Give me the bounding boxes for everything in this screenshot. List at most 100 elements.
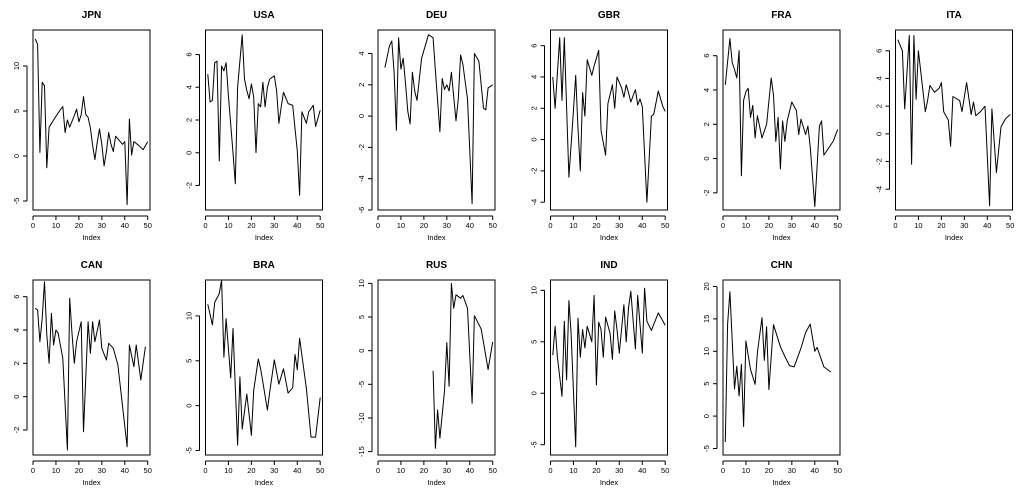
x-tick-label: 0: [203, 221, 207, 230]
y-tick-label: 5: [530, 340, 539, 344]
y-tick-label: 2: [702, 122, 711, 126]
series-line-can: [35, 281, 146, 451]
x-tick-label: 30: [443, 466, 451, 475]
chart-panel-ita: ITA 0 10 20 30 40 50 Index -4 -2 0 2 4 6: [875, 10, 1015, 242]
x-tick-label: 10: [742, 221, 750, 230]
y-tick-label: -5: [185, 447, 194, 454]
chart-panel-bra: BRA 0 10 20 30 40 50 Index -5 0 5 10: [185, 260, 325, 487]
x-tick-label: 10: [224, 466, 232, 475]
y-tick-label: 0: [12, 395, 21, 399]
x-axis-label: Index: [772, 478, 791, 487]
y-tick-label: 2: [12, 361, 21, 365]
y-tick-label: 10: [530, 286, 539, 294]
x-tick-label: 40: [121, 466, 129, 475]
y-tick-label: 2: [185, 118, 194, 122]
chart-title: RUS: [426, 260, 447, 271]
y-tick-label: -2: [357, 144, 366, 151]
chart-panel-gbr: GBR 0 10 20 30 40 50 Index -4 -2 0 2 4 6: [530, 10, 670, 242]
x-tick-label: 0: [893, 221, 897, 230]
x-tick-label: 10: [52, 466, 60, 475]
x-axis-label: Index: [427, 233, 446, 242]
chart-panel-jpn: JPN 0 10 20 30 40 50 Index -5 0 5 10: [12, 10, 152, 242]
x-tick-label: 40: [638, 221, 646, 230]
x-tick-label: 10: [569, 221, 577, 230]
x-tick-label: 50: [316, 221, 324, 230]
chart-panel-chn: CHN 0 10 20 30 40 50 Index -5 0 5 10 15 20: [702, 260, 842, 487]
x-tick-label: 20: [937, 221, 945, 230]
x-tick-label: 50: [316, 466, 324, 475]
y-tick-label: 5: [185, 359, 194, 363]
y-tick-label: 6: [12, 295, 21, 299]
y-tick-label: -2: [875, 158, 884, 165]
x-tick-label: 10: [569, 466, 577, 475]
y-tick-label: 4: [875, 76, 884, 80]
x-axis-label: Index: [82, 233, 101, 242]
y-tick-label: -6: [357, 207, 366, 214]
x-tick-label: 0: [721, 466, 725, 475]
x-tick-label: 20: [247, 466, 255, 475]
x-tick-label: 50: [489, 466, 497, 475]
plot-frame: [205, 29, 323, 211]
x-axis-label: Index: [427, 478, 446, 487]
chart-title: JPN: [82, 10, 101, 21]
x-axis-label: Index: [255, 478, 274, 487]
x-axis-label: Index: [600, 233, 619, 242]
x-tick-label: 30: [788, 221, 796, 230]
plot-frame: [895, 29, 1013, 211]
x-tick-label: 30: [788, 466, 796, 475]
y-tick-label: 6: [530, 44, 539, 48]
plot-frame: [377, 279, 496, 456]
y-tick-label: 10: [12, 62, 21, 70]
chart-title: BRA: [253, 260, 275, 271]
x-tick-label: 20: [765, 466, 773, 475]
x-tick-label: 10: [914, 221, 922, 230]
x-tick-label: 0: [376, 221, 380, 230]
x-tick-label: 30: [615, 221, 623, 230]
x-tick-label: 20: [420, 466, 428, 475]
x-tick-label: 40: [293, 221, 301, 230]
x-tick-label: 0: [548, 221, 552, 230]
y-tick-label: 2: [875, 104, 884, 108]
x-axis-label: Index: [255, 233, 274, 242]
chart-panel-usa: USA 0 10 20 30 40 50 Index -2 0 2 4 6: [185, 10, 325, 242]
x-tick-label: 10: [397, 221, 405, 230]
chart-panel-deu: DEU 0 10 20 30 40 50 Index -6 -4 -2 0 2 4: [357, 10, 497, 242]
x-tick-label: 20: [592, 466, 600, 475]
y-tick-label: 4: [12, 328, 21, 332]
x-tick-label: 20: [247, 221, 255, 230]
x-tick-label: 50: [489, 221, 497, 230]
series-line-usa: [207, 34, 321, 196]
x-tick-label: 0: [31, 221, 35, 230]
chart-title: CHN: [771, 260, 793, 271]
x-tick-label: 0: [548, 466, 552, 475]
chart-panel-rus: RUS 0 10 20 30 40 50 Index -15 -10 -5 0 5 10: [357, 260, 497, 487]
plot-frame: [550, 29, 668, 211]
x-tick-label: 50: [144, 466, 152, 475]
x-tick-label: 30: [443, 221, 451, 230]
y-tick-label: -15: [357, 446, 366, 457]
chart-title: GBR: [598, 10, 621, 21]
y-tick-label: -5: [12, 198, 21, 205]
y-tick-label: 10: [702, 347, 711, 355]
plot-frame: [205, 279, 323, 456]
y-tick-label: 10: [357, 279, 366, 287]
y-tick-label: 4: [357, 51, 366, 55]
x-tick-label: 0: [203, 466, 207, 475]
series-line-bra: [207, 279, 321, 446]
x-tick-label: 20: [592, 221, 600, 230]
y-tick-label: 0: [702, 414, 711, 418]
series-line-deu: [384, 34, 493, 205]
y-tick-label: -2: [530, 168, 539, 175]
plot-frame: [377, 29, 496, 211]
chart-title: FRA: [771, 10, 792, 21]
y-tick-label: 6: [702, 54, 711, 58]
series-line-chn: [724, 291, 832, 443]
y-tick-label: 5: [357, 315, 366, 319]
y-tick-label: -2: [185, 182, 194, 189]
x-tick-label: 40: [466, 221, 474, 230]
chart-panel-fra: FRA 0 10 20 30 40 50 Index -2 0 2 4 6: [702, 10, 842, 242]
y-tick-label: -4: [530, 199, 539, 206]
x-tick-label: 20: [75, 466, 83, 475]
y-tick-label: 6: [185, 52, 194, 56]
